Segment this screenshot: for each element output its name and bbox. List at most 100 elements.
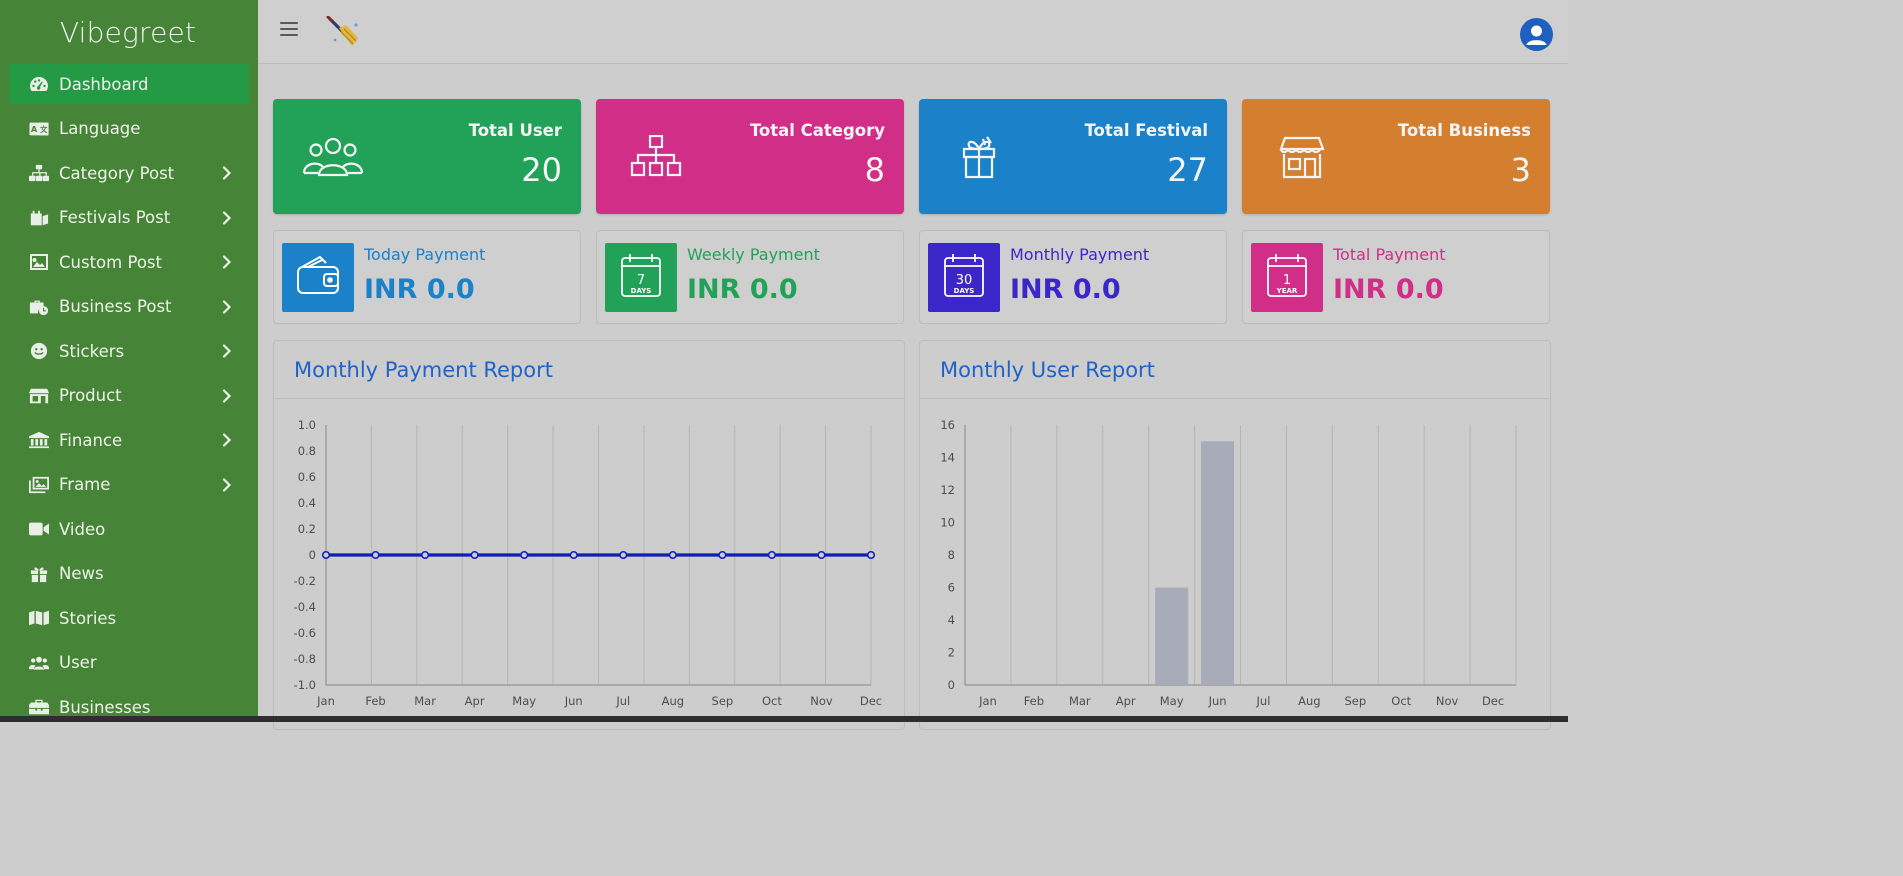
data-point[interactable] xyxy=(719,552,726,559)
gift-icon xyxy=(27,564,51,584)
sidebar-item-language[interactable]: A 文 Language xyxy=(9,109,249,149)
x-tick-label: Apr xyxy=(1116,694,1136,708)
sidebar-item-dashboard[interactable]: Dashboard xyxy=(9,64,249,104)
data-point[interactable] xyxy=(670,552,677,559)
brand-name[interactable]: Vibegreet xyxy=(0,0,258,64)
payment-box-monthly-payment[interactable]: 30 DAYS Monthly Payment INR 0.0 xyxy=(919,230,1227,324)
sidebar-item-label: Dashboard xyxy=(59,75,149,94)
data-point[interactable] xyxy=(818,552,825,559)
data-point[interactable] xyxy=(620,552,627,559)
briefcase-clock-icon xyxy=(27,297,51,317)
chevron-right-icon xyxy=(222,343,232,359)
chevron-right-icon xyxy=(222,254,232,270)
sidebar-item-stickers[interactable]: Stickers xyxy=(9,331,249,371)
video-icon xyxy=(27,519,51,539)
chevron-right-icon xyxy=(222,165,232,181)
stat-card-total-festival[interactable]: Total Festival 27 xyxy=(919,99,1227,214)
stat-card-total-category[interactable]: Total Category 8 xyxy=(596,99,904,214)
y-tick-label: -1.0 xyxy=(294,678,316,692)
y-tick-label: 0.2 xyxy=(298,522,316,536)
y-tick-label: 14 xyxy=(940,451,955,465)
stat-card-total-business[interactable]: Total Business 3 xyxy=(1242,99,1550,214)
payment-box-total-payment[interactable]: 1 YEAR Total Payment INR 0.0 xyxy=(1242,230,1550,324)
sidebar-item-product[interactable]: Product xyxy=(9,376,249,416)
user-avatar-icon[interactable] xyxy=(1520,18,1553,51)
data-point[interactable] xyxy=(323,552,330,559)
sidebar-item-stories[interactable]: Stories xyxy=(9,598,249,638)
y-tick-label: 12 xyxy=(940,483,955,497)
payment-box-today-payment[interactable]: Today Payment INR 0.0 xyxy=(273,230,581,324)
x-tick-label: Nov xyxy=(1436,694,1459,708)
data-point[interactable] xyxy=(521,552,528,559)
stat-card-total-user[interactable]: Total User 20 xyxy=(273,99,581,214)
stat-value: 27 xyxy=(1167,151,1208,189)
sidebar-item-label: Stickers xyxy=(59,342,124,361)
chevron-right-icon xyxy=(222,388,232,404)
y-tick-label: 0 xyxy=(948,678,955,692)
payment-title: Monthly Payment xyxy=(1010,245,1149,264)
broom-icon[interactable] xyxy=(326,16,362,50)
sidebar-item-label: Stories xyxy=(59,609,116,628)
x-tick-label: Oct xyxy=(1391,694,1411,708)
calendar-30-days-icon: 30 DAYS xyxy=(928,243,1000,312)
menu-toggle-icon[interactable] xyxy=(280,22,298,42)
y-tick-label: 0.6 xyxy=(298,470,316,484)
sidebar-item-festivals-post[interactable]: Festivals Post xyxy=(9,198,249,238)
sidebar-item-category-post[interactable]: Category Post xyxy=(9,153,249,193)
x-tick-label: Sep xyxy=(1344,694,1366,708)
panel-title: Monthly Payment Report xyxy=(274,341,904,399)
sitemap-icon xyxy=(624,135,688,179)
sidebar-item-video[interactable]: Video xyxy=(9,509,249,549)
payment-value: INR 0.0 xyxy=(1010,274,1121,305)
gauge-icon xyxy=(27,74,51,94)
sidebar-item-business-post[interactable]: Business Post xyxy=(9,287,249,327)
sidebar: Vibegreet Dashboard A 文 Language Category Po… xyxy=(0,0,258,722)
data-point[interactable] xyxy=(471,552,478,559)
x-tick-label: Jun xyxy=(564,694,583,708)
data-point[interactable] xyxy=(769,552,776,559)
map-icon xyxy=(27,608,51,628)
y-tick-label: 4 xyxy=(948,613,955,627)
payment-title: Weekly Payment xyxy=(687,245,820,264)
sidebar-item-finance[interactable]: Finance xyxy=(9,420,249,460)
x-tick-label: Dec xyxy=(860,694,882,708)
data-point[interactable] xyxy=(868,552,875,559)
x-tick-label: May xyxy=(1160,694,1184,708)
data-point[interactable] xyxy=(372,552,379,559)
y-tick-label: 0.4 xyxy=(298,496,316,510)
stat-title: Total Category xyxy=(750,121,885,140)
calendar-badge-number: 7 xyxy=(637,273,645,288)
payment-value: INR 0.0 xyxy=(687,274,798,305)
sidebar-item-news[interactable]: News xyxy=(9,554,249,594)
payment-box-weekly-payment[interactable]: 7 DAYS Weekly Payment INR 0.0 xyxy=(596,230,904,324)
gift-icon xyxy=(947,135,1011,179)
sidebar-item-custom-post[interactable]: Custom Post xyxy=(9,242,249,282)
chevron-right-icon xyxy=(222,432,232,448)
toolbox-icon xyxy=(27,697,51,717)
data-point[interactable] xyxy=(422,552,429,559)
bank-icon xyxy=(27,430,51,450)
stat-title: Total User xyxy=(469,121,562,140)
y-tick-label: 0 xyxy=(309,548,316,562)
bar-may[interactable] xyxy=(1155,588,1188,686)
sidebar-item-label: User xyxy=(59,653,97,672)
sidebar-item-label: Businesses xyxy=(59,698,151,717)
sidebar-item-label: Custom Post xyxy=(59,253,162,272)
sidebar-item-label: Product xyxy=(59,386,122,405)
stat-title: Total Business xyxy=(1398,121,1531,140)
sidebar-item-user[interactable]: User xyxy=(9,643,249,683)
payment-value: INR 0.0 xyxy=(364,274,475,305)
y-tick-label: 0.8 xyxy=(298,444,316,458)
data-point[interactable] xyxy=(570,552,577,559)
window-bottom-edge xyxy=(0,716,1568,722)
payment-title: Total Payment xyxy=(1333,245,1446,264)
y-tick-label: -0.4 xyxy=(294,600,316,614)
y-tick-label: 16 xyxy=(940,418,955,432)
payment-title: Today Payment xyxy=(364,245,485,264)
y-tick-label: 1.0 xyxy=(298,418,316,432)
sidebar-item-frame[interactable]: Frame xyxy=(9,465,249,505)
bar-jun[interactable] xyxy=(1201,441,1234,685)
panel-title: Monthly User Report xyxy=(920,341,1550,399)
calendar-badge-number: 1 xyxy=(1283,273,1291,288)
store-icon xyxy=(1270,135,1334,179)
